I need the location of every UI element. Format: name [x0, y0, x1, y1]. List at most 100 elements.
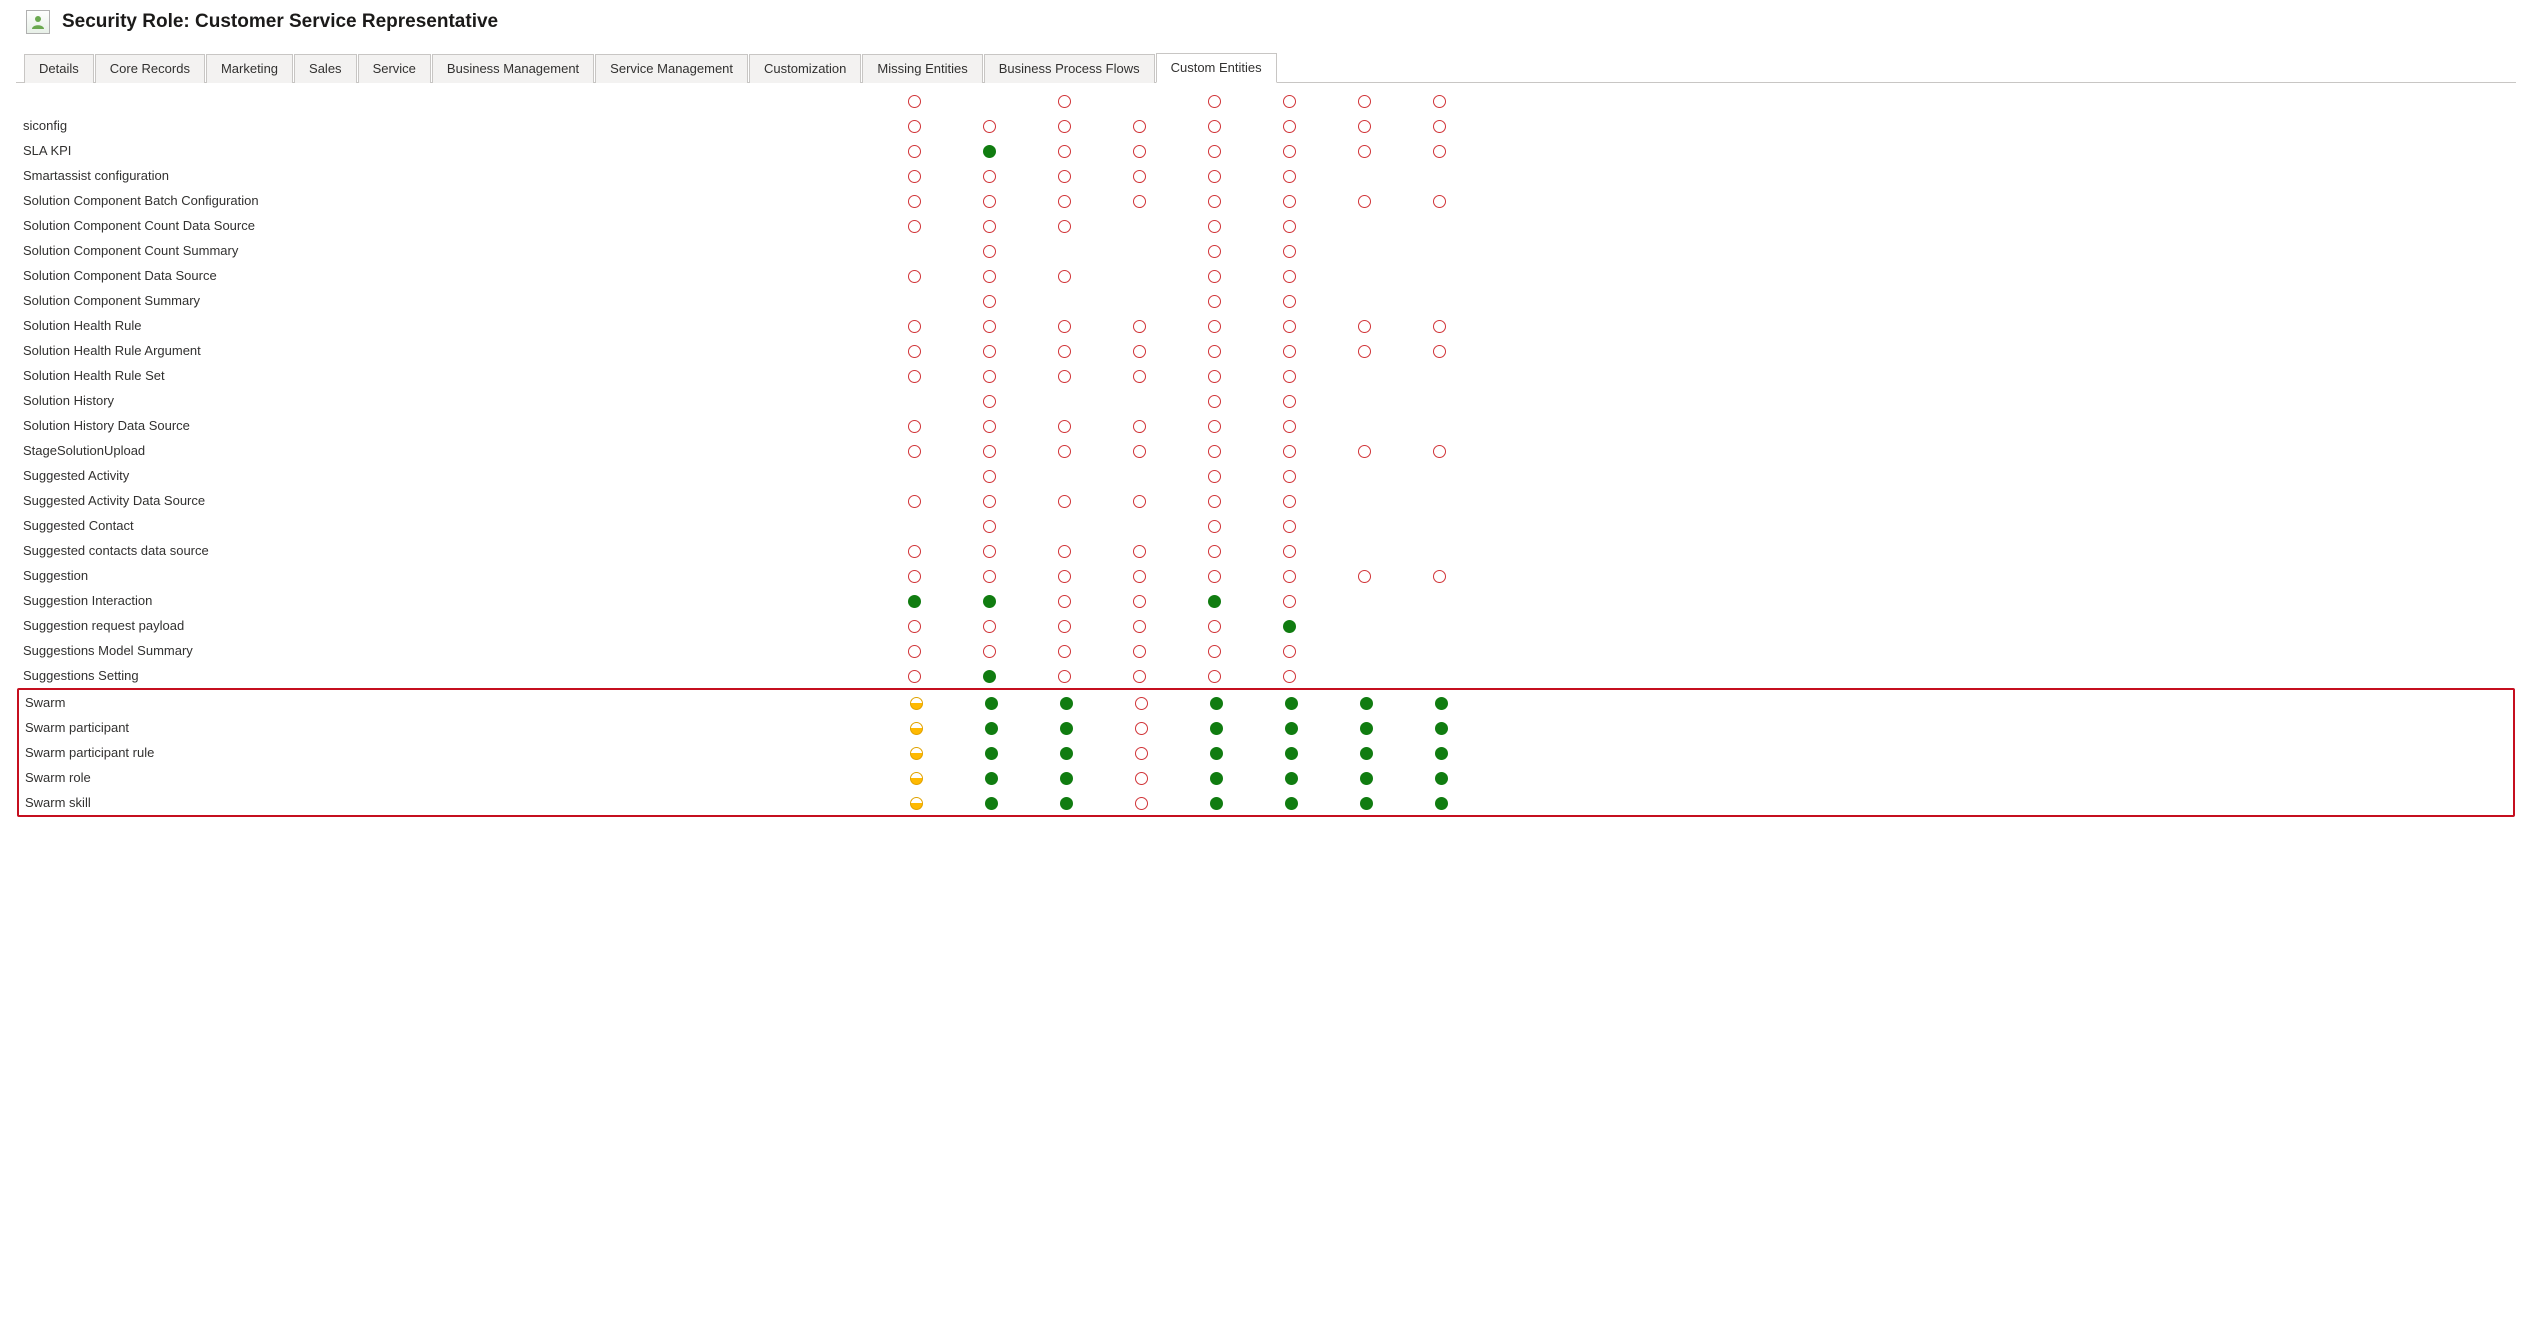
permission-dot[interactable]: [983, 645, 996, 658]
permission-dot[interactable]: [1208, 370, 1221, 383]
permission-dot[interactable]: [1058, 420, 1071, 433]
permission-dot[interactable]: [1433, 570, 1446, 583]
permission-dot[interactable]: [985, 747, 998, 760]
permission-dot[interactable]: [1133, 195, 1146, 208]
permission-dot[interactable]: [983, 420, 996, 433]
permission-dot[interactable]: [1133, 420, 1146, 433]
permission-dot[interactable]: [1433, 120, 1446, 133]
permission-dot[interactable]: [1060, 697, 1073, 710]
permission-dot[interactable]: [1208, 295, 1221, 308]
permission-dot[interactable]: [1060, 747, 1073, 760]
permission-dot[interactable]: [908, 95, 921, 108]
permission-dot[interactable]: [1210, 697, 1223, 710]
permission-dot[interactable]: [1283, 320, 1296, 333]
permission-dot[interactable]: [1435, 697, 1448, 710]
permission-dot[interactable]: [908, 445, 921, 458]
permission-dot[interactable]: [1060, 722, 1073, 735]
permission-dot[interactable]: [908, 120, 921, 133]
permission-dot[interactable]: [1435, 772, 1448, 785]
permission-dot[interactable]: [908, 345, 921, 358]
permission-dot[interactable]: [983, 445, 996, 458]
permission-dot[interactable]: [1058, 345, 1071, 358]
permission-dot[interactable]: [1133, 595, 1146, 608]
permission-dot[interactable]: [1208, 145, 1221, 158]
permission-dot[interactable]: [1208, 395, 1221, 408]
permission-dot[interactable]: [1283, 570, 1296, 583]
permission-dot[interactable]: [1435, 722, 1448, 735]
tab-sales[interactable]: Sales: [294, 54, 357, 83]
tab-marketing[interactable]: Marketing: [206, 54, 293, 83]
permission-dot[interactable]: [1135, 772, 1148, 785]
permission-dot[interactable]: [1358, 95, 1371, 108]
permission-dot[interactable]: [908, 545, 921, 558]
permission-dot[interactable]: [983, 520, 996, 533]
permission-dot[interactable]: [1285, 722, 1298, 735]
permission-dot[interactable]: [908, 495, 921, 508]
permission-dot[interactable]: [1058, 320, 1071, 333]
permission-dot[interactable]: [1208, 420, 1221, 433]
permission-dot[interactable]: [1058, 595, 1071, 608]
permission-dot[interactable]: [910, 797, 923, 810]
tab-business-management[interactable]: Business Management: [432, 54, 594, 83]
permission-dot[interactable]: [908, 595, 921, 608]
permission-dot[interactable]: [1283, 495, 1296, 508]
permission-dot[interactable]: [985, 797, 998, 810]
permission-dot[interactable]: [908, 170, 921, 183]
permission-dot[interactable]: [1208, 345, 1221, 358]
tab-service[interactable]: Service: [358, 54, 431, 83]
permission-dot[interactable]: [1058, 445, 1071, 458]
permission-dot[interactable]: [983, 195, 996, 208]
permission-dot[interactable]: [1358, 120, 1371, 133]
permission-dot[interactable]: [1358, 445, 1371, 458]
permission-dot[interactable]: [983, 595, 996, 608]
permission-dot[interactable]: [1283, 270, 1296, 283]
permission-dot[interactable]: [983, 320, 996, 333]
permission-dot[interactable]: [1358, 570, 1371, 583]
permission-dot[interactable]: [1058, 645, 1071, 658]
permission-dot[interactable]: [908, 645, 921, 658]
permission-dot[interactable]: [910, 697, 923, 710]
permission-dot[interactable]: [910, 722, 923, 735]
permission-dot[interactable]: [908, 220, 921, 233]
permission-dot[interactable]: [983, 270, 996, 283]
permission-dot[interactable]: [985, 697, 998, 710]
tab-customization[interactable]: Customization: [749, 54, 861, 83]
permission-dot[interactable]: [983, 220, 996, 233]
permission-dot[interactable]: [1283, 445, 1296, 458]
permission-dot[interactable]: [1433, 345, 1446, 358]
permission-dot[interactable]: [1435, 747, 1448, 760]
permission-dot[interactable]: [910, 772, 923, 785]
permission-dot[interactable]: [908, 270, 921, 283]
permission-dot[interactable]: [1133, 170, 1146, 183]
permission-dot[interactable]: [1133, 570, 1146, 583]
permission-dot[interactable]: [1133, 370, 1146, 383]
permission-dot[interactable]: [1358, 320, 1371, 333]
permission-dot[interactable]: [908, 370, 921, 383]
permission-dot[interactable]: [1210, 722, 1223, 735]
permission-dot[interactable]: [1058, 570, 1071, 583]
permission-dot[interactable]: [983, 170, 996, 183]
permission-dot[interactable]: [983, 670, 996, 683]
permission-dot[interactable]: [1058, 620, 1071, 633]
permission-dot[interactable]: [1208, 645, 1221, 658]
permission-dot[interactable]: [1210, 747, 1223, 760]
permission-dot[interactable]: [1058, 220, 1071, 233]
permission-dot[interactable]: [1208, 170, 1221, 183]
permission-dot[interactable]: [983, 295, 996, 308]
permission-dot[interactable]: [1210, 772, 1223, 785]
permission-dot[interactable]: [1060, 797, 1073, 810]
permission-dot[interactable]: [1360, 697, 1373, 710]
permission-dot[interactable]: [1283, 345, 1296, 358]
permission-dot[interactable]: [1208, 320, 1221, 333]
permission-dot[interactable]: [1208, 270, 1221, 283]
permission-dot[interactable]: [908, 570, 921, 583]
permission-dot[interactable]: [1208, 545, 1221, 558]
permission-dot[interactable]: [1133, 120, 1146, 133]
tab-details[interactable]: Details: [24, 54, 94, 83]
permission-dot[interactable]: [1433, 320, 1446, 333]
permission-dot[interactable]: [1058, 270, 1071, 283]
tab-missing-entities[interactable]: Missing Entities: [862, 54, 982, 83]
permission-dot[interactable]: [1360, 772, 1373, 785]
permission-dot[interactable]: [1283, 170, 1296, 183]
permission-dot[interactable]: [1283, 595, 1296, 608]
